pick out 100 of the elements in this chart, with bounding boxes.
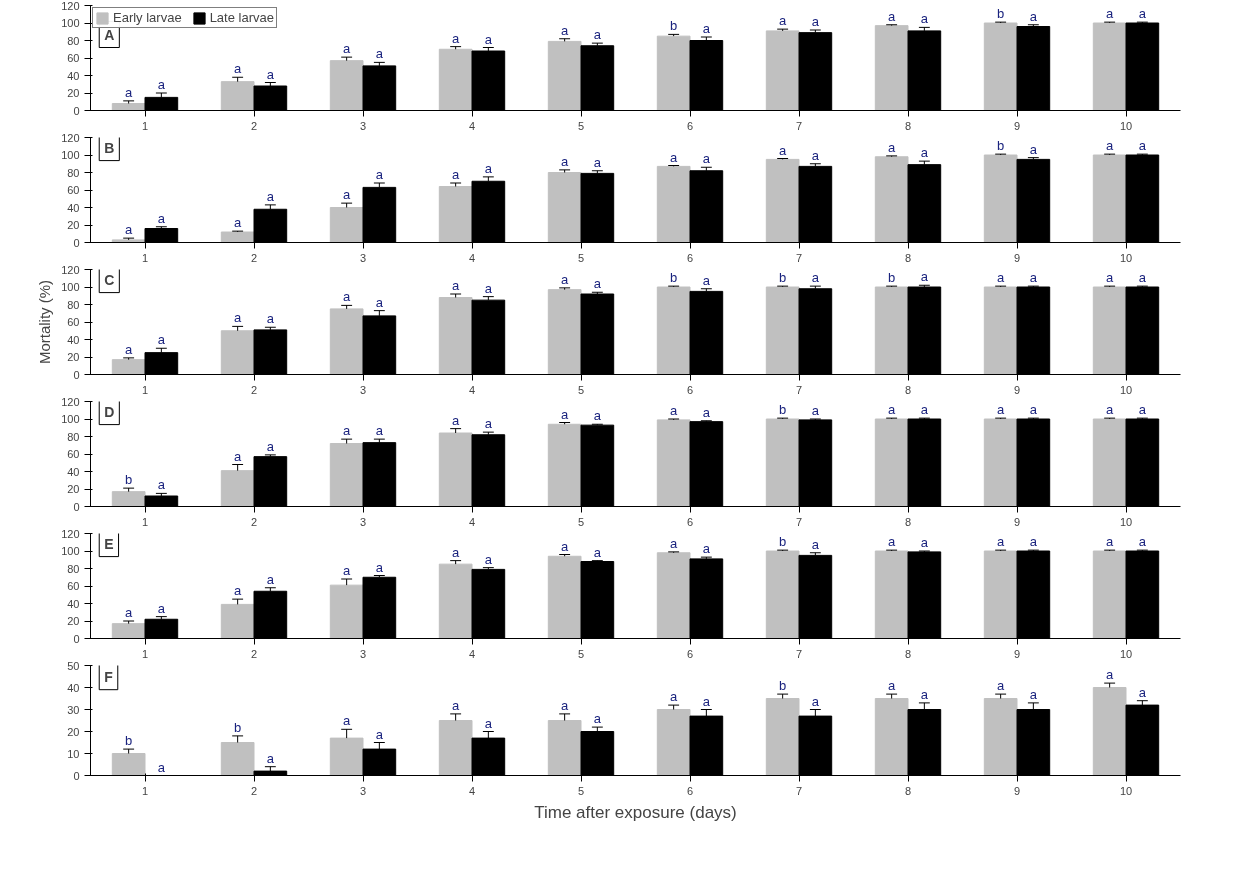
x-tick-label: 8 [904, 119, 912, 132]
x-tick-label: 4 [468, 784, 476, 797]
data-label: a [888, 678, 897, 694]
bar [765, 418, 800, 507]
bar [329, 207, 364, 243]
data-label: a [670, 403, 679, 418]
y-tick-label: 120 [61, 0, 80, 12]
x-tick-label: 7 [795, 515, 803, 528]
data-label: a [920, 686, 929, 702]
data-label: a [920, 269, 929, 285]
data-label: a [1029, 270, 1038, 286]
data-label: a [1106, 402, 1115, 418]
data-label: a [1138, 138, 1147, 154]
data-label: b [234, 719, 242, 735]
data-label: b [670, 18, 678, 34]
data-label: a [670, 149, 679, 165]
x-tick-label: 4 [468, 251, 476, 264]
x-tick-label: 5 [577, 383, 585, 396]
y-tick-label: 10 [67, 747, 80, 760]
chart-title: C [104, 271, 115, 288]
x-tick-label: 10 [1119, 119, 1133, 132]
chart-title: B [104, 139, 115, 156]
y-tick-label: 20 [67, 351, 80, 363]
data-label: a [811, 270, 820, 286]
bar [438, 563, 473, 639]
y-tick-label: 0 [73, 632, 80, 645]
y-tick-label: 100 [61, 413, 80, 425]
data-label: b [670, 270, 678, 286]
data-label: a [157, 77, 166, 92]
data-label: a [670, 689, 679, 705]
x-tick-label: 6 [686, 515, 694, 528]
data-label: a [266, 438, 275, 454]
data-label: b [779, 678, 787, 694]
data-label: a [561, 22, 570, 38]
data-label: a [593, 408, 602, 424]
x-tick-label: 1 [141, 515, 149, 528]
data-label: a [452, 278, 461, 293]
data-label: a [702, 693, 711, 709]
x-tick-label: 10 [1119, 251, 1133, 264]
bar [765, 30, 800, 111]
x-tick-label: 1 [141, 647, 149, 660]
x-tick-label: 6 [686, 251, 694, 264]
data-label: a [157, 210, 166, 226]
x-tick-label: 6 [686, 119, 694, 132]
data-label: a [452, 544, 461, 560]
y-tick-label: 40 [67, 597, 80, 610]
bar [1092, 286, 1127, 375]
y-tick-label: 100 [61, 17, 80, 29]
legend-label: Early larvae [113, 10, 182, 25]
bar [220, 81, 255, 111]
data-label: b [997, 6, 1005, 22]
x-tick-label: 3 [359, 515, 367, 528]
y-tick-label: 0 [73, 500, 80, 513]
y-tick-label: 80 [67, 166, 80, 179]
data-label: a [702, 272, 711, 288]
data-label: a [997, 270, 1006, 286]
data-label: a [375, 294, 384, 310]
x-tick-label: 8 [904, 647, 912, 660]
x-tick-label: 6 [686, 383, 694, 396]
x-tick-label: 8 [904, 515, 912, 528]
bar [111, 239, 146, 243]
data-label: b [997, 138, 1005, 154]
bar [438, 186, 473, 243]
data-label: a [1106, 534, 1115, 550]
bar [656, 709, 691, 776]
bar [656, 165, 691, 243]
data-label: a [920, 402, 929, 418]
bar [1092, 687, 1127, 776]
bar [983, 550, 1018, 639]
y-tick-label: 80 [67, 298, 80, 311]
data-label: a [1029, 141, 1038, 157]
data-label: a [484, 31, 493, 47]
bar [874, 698, 909, 776]
data-label: a [1106, 138, 1115, 154]
x-tick-label: 3 [359, 119, 367, 132]
y-tick-label: 0 [73, 769, 80, 782]
x-tick-label: 8 [904, 251, 912, 264]
data-label: a [888, 139, 897, 155]
data-label: a [561, 153, 570, 169]
bar [111, 491, 146, 507]
data-label: b [888, 270, 896, 286]
data-label: a [343, 423, 352, 439]
data-label: a [375, 46, 384, 62]
y-tick-label: 60 [67, 448, 80, 460]
bar [765, 158, 800, 243]
data-label: a [1029, 402, 1038, 418]
x-tick-label: 1 [141, 119, 149, 132]
y-tick-label: 80 [67, 562, 80, 575]
bar [874, 156, 909, 243]
bar [329, 584, 364, 639]
data-label: b [779, 270, 787, 286]
data-label: a [266, 750, 275, 766]
data-label: a [1138, 684, 1147, 700]
x-tick-label: 1 [141, 251, 149, 264]
x-axis-title: Time after exposure (days) [534, 802, 737, 822]
y-tick-label: 60 [67, 52, 80, 64]
y-tick-label: 20 [67, 615, 80, 627]
data-label: a [234, 61, 243, 77]
data-label: a [375, 423, 384, 439]
bar [547, 40, 582, 111]
